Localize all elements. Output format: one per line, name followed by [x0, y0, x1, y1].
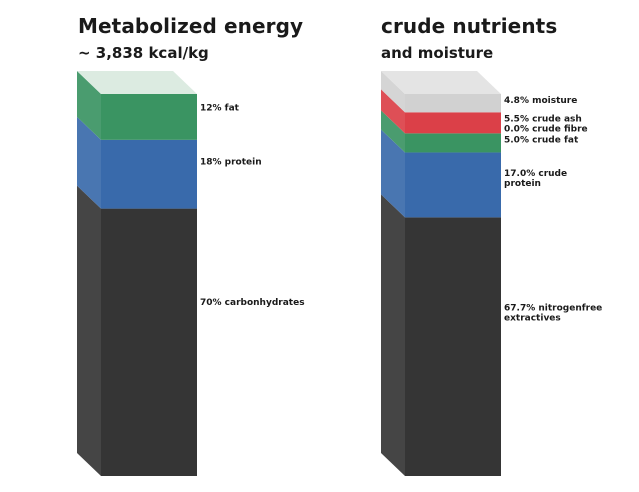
crude-nutrients-panel: crude nutrients and moisture 67.7% nitro… [304, 0, 604, 492]
metabolized-energy-panel: Metabolized energy ~ 3,838 kcal/kg 70% c… [0, 0, 305, 492]
stack-segment-crude-fibre: 0.0% crude fibre [381, 110, 588, 134]
bar-front-face [101, 94, 197, 140]
bar-front-face [405, 133, 501, 153]
stack-segment-fat: 12% fat [77, 71, 240, 140]
segment-label-nitrogenfree-extractives: 67.7% nitrogenfree extractives [504, 303, 602, 323]
segment-label-crude-fat: 5.0% crude fat [504, 135, 579, 145]
stack-segment-carbonhydrates: 70% carbonhydrates [77, 185, 305, 476]
bar-front-face [101, 139, 197, 209]
bar-top-cap [381, 71, 501, 94]
energy-stacked-bar-chart: 70% carbonhydrates 18% protein 12% fat [77, 71, 305, 476]
bar-front-face [405, 217, 501, 477]
bar-front-face [101, 208, 197, 476]
panel-subtitle: ~ 3,838 kcal/kg [78, 44, 209, 62]
segment-label-crude-fibre: 0.0% crude fibre [504, 124, 588, 134]
bar-top-cap [77, 71, 197, 94]
bar-front-face [405, 152, 501, 218]
bar-side-face [77, 185, 101, 476]
stack-segment-nitrogenfree-extractives: 67.7% nitrogenfree extractives [381, 194, 602, 477]
panel-title: crude nutrients [381, 14, 558, 38]
bar-front-face [405, 112, 501, 134]
bar-side-face [381, 71, 405, 113]
stack-segment-crude-protein: 17.0% crude protein [381, 129, 567, 218]
bar-side-face [381, 194, 405, 477]
stack-segment-moisture: 4.8% moisture [381, 71, 577, 113]
segment-label-crude-protein: 17.0% crude protein [504, 169, 567, 189]
panel-subtitle: and moisture [381, 44, 494, 62]
bar-side-face [77, 71, 101, 140]
panel-title: Metabolized energy [78, 14, 304, 38]
segment-label-crude-ash: 5.5% crude ash [504, 114, 582, 124]
segment-label-protein: 18% protein [200, 158, 262, 168]
bar-side-face [381, 89, 405, 134]
nutrients-stacked-bar-chart: 67.7% nitrogenfree extractives 17.0% crude… [381, 71, 602, 477]
bar-side-face [77, 116, 101, 209]
stack-segment-crude-fat: 5.0% crude fat [381, 110, 579, 153]
bar-side-face [381, 110, 405, 153]
segment-label-moisture: 4.8% moisture [504, 96, 577, 106]
stack-segment-crude-ash: 5.5% crude ash [381, 89, 582, 134]
segment-label-fat: 12% fat [200, 104, 240, 114]
bar-side-face [381, 129, 405, 218]
segment-label-carbonhydrates: 70% carbonhydrates [200, 298, 305, 308]
stack-segment-protein: 18% protein [77, 116, 262, 209]
bar-front-face [405, 94, 501, 113]
